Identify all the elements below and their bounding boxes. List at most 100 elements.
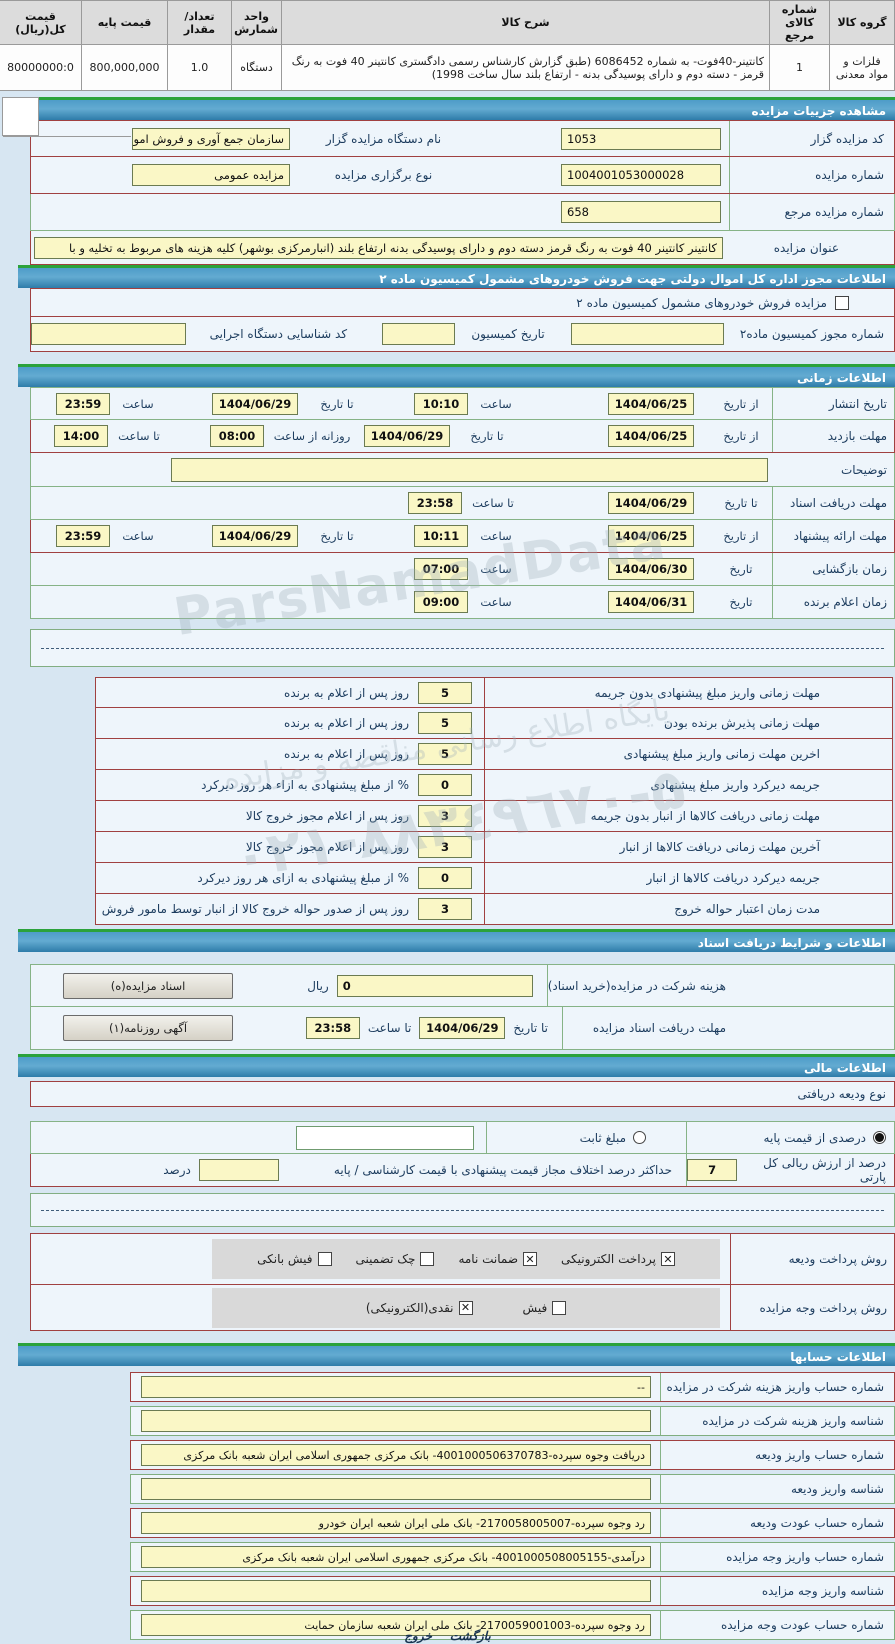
docs-deadline-date-input[interactable]: 1404/06/29 [419, 1017, 506, 1039]
radio-percent-of-base[interactable] [873, 1131, 886, 1144]
account-5-input[interactable]: درآمدی-4001000508005155- بانک مرکزی جمهو… [141, 1546, 651, 1568]
publish-to-time-input[interactable]: 23:59 [56, 392, 110, 415]
deadline-6-suffix: % از مبلغ پیشنهادی به ازای هر روز دیرکرد [197, 871, 409, 885]
publish-to-label: تا تاریخ [320, 396, 354, 411]
deadline-0-input[interactable]: 5 [418, 681, 472, 704]
account-3-input[interactable] [141, 1478, 651, 1500]
section-header-docs: اطلاعات و شرایط دریافت اسناد [18, 929, 895, 952]
winner-time-input[interactable]: 09:00 [414, 591, 468, 613]
opening-hour-label: ساعت [480, 562, 512, 576]
deadline-7-input[interactable]: 3 [418, 898, 472, 920]
cash-electronic-checkbox[interactable] [458, 1300, 473, 1315]
electronic-payment-checkbox[interactable] [660, 1252, 675, 1266]
account-0-input[interactable]: -- [141, 1376, 651, 1398]
deposit-methods-panel: پرداخت الکترونیکی ضمانت نامه چک تضمینی ف… [212, 1239, 720, 1279]
agency-id-input[interactable] [30, 323, 187, 345]
doc-deadline-time-input[interactable]: 23:58 [408, 492, 462, 514]
back-link[interactable]: بازگشت [449, 1629, 491, 1643]
account-7-label: شماره حساب عودت وجه مزایده [660, 1611, 894, 1639]
option-cash-electronic[interactable]: نقدی(الکترونیکی) [365, 1300, 473, 1315]
deadline-3-input[interactable]: 0 [418, 774, 472, 796]
account-0-label: شماره حساب واریز هزینه شرکت در مزایده [660, 1373, 894, 1401]
deadline-6-label: جریمه دیرکرد دریافت کالاها از انبار [484, 863, 892, 893]
notes-input[interactable] [171, 457, 768, 482]
option-slip[interactable]: فیش [523, 1300, 567, 1315]
docs-deadline-to-label: تا تاریخ [513, 1021, 548, 1035]
slip-checkbox[interactable] [552, 1300, 567, 1315]
opening-time-input[interactable]: 07:00 [414, 558, 468, 580]
visit-from-date-input[interactable]: 1404/06/25 [608, 425, 694, 447]
col-header-desc: شرح کالا [281, 0, 770, 45]
percent-value-input[interactable]: 7 [687, 1159, 738, 1181]
max-diff-input[interactable] [198, 1159, 279, 1181]
certified-check-checkbox[interactable] [420, 1252, 435, 1266]
madde2-checkbox[interactable] [835, 295, 849, 310]
account-2-input[interactable]: دریافت وجوه سپرده-4001000506370783- بانک… [141, 1444, 651, 1466]
newspaper-ad-button[interactable]: آگهی روزنامه(۱) [63, 1015, 233, 1041]
deadline-1-input[interactable]: 5 [418, 712, 472, 734]
cash-electronic-label: نقدی(الکترونیکی) [365, 1300, 454, 1315]
account-4-input[interactable]: رد وجوه سپرده-2170058005007- بانک ملی ای… [141, 1512, 651, 1534]
account-5-label: شماره حساب واریز وجه مزایده [660, 1543, 894, 1571]
deadline-2-suffix: روز پس از اعلام به برنده [284, 747, 409, 761]
account-7-input[interactable]: رد وجوه سپرده-2170059001003- بانک ملی ای… [141, 1614, 651, 1636]
deadline-5-suffix: روز پس از اعلام مجوز خروج کالا [245, 840, 409, 854]
radio-fixed-amount[interactable] [633, 1131, 646, 1144]
row-participation-fee: هزینه شرکت در مزایده(خرید اسناد) 0 ریال … [30, 964, 895, 1007]
winner-date-input[interactable]: 1404/06/31 [608, 591, 694, 613]
agency-name-input[interactable]: سازمان جمع آوری و فروش امو [132, 127, 290, 150]
max-diff-label: حداکثر درصد اختلاف مجاز قیمت پیشنهادی با… [333, 1163, 672, 1177]
ref-number-input[interactable]: 658 [561, 201, 721, 223]
winner-label: زمان اعلام برنده [772, 586, 894, 618]
option-bank-slip[interactable]: فیش بانکی [257, 1252, 332, 1266]
option-guarantee[interactable]: ضمانت نامه [458, 1252, 538, 1266]
option-electronic-payment[interactable]: پرداخت الکترونیکی [561, 1252, 675, 1266]
fixed-amount-input[interactable] [296, 1125, 474, 1150]
publish-from-date-input[interactable]: 1404/06/25 [608, 392, 694, 415]
row-payment-methods: روش پرداخت وجه مزایده فیش نقدی(الکترونیک… [30, 1285, 895, 1331]
opening-date-input[interactable]: 1404/06/30 [608, 558, 694, 580]
offer-from-time-input[interactable]: 10:11 [414, 525, 468, 547]
deadline-5-input[interactable]: 3 [418, 836, 472, 858]
guarantee-checkbox[interactable] [523, 1252, 538, 1266]
radio-fixed-label: مبلغ ثابت [579, 1130, 626, 1145]
commission-date-input[interactable] [382, 323, 456, 345]
deadline-2-input[interactable]: 5 [418, 743, 472, 765]
bank-slip-checkbox[interactable] [317, 1252, 332, 1266]
offer-to-hour-label: ساعت [122, 529, 154, 543]
option-certified-check[interactable]: چک تضمینی [356, 1252, 435, 1266]
row-deposit-methods: روش پرداخت ودیعه پرداخت الکترونیکی ضمانت… [30, 1233, 895, 1285]
visit-daily-to-input[interactable]: 14:00 [54, 425, 108, 447]
permit-no-input[interactable] [570, 323, 724, 345]
auction-documents-button[interactable]: اسناد مزایده(ه) [63, 972, 233, 999]
offer-from-date-input[interactable]: 1404/06/25 [608, 525, 694, 547]
auction-type-input[interactable]: مزایده عمومی [132, 164, 290, 186]
offer-to-time-input[interactable]: 23:59 [56, 525, 110, 547]
row-account-2: شماره حساب واریز ودیعه دریافت وجوه سپرده… [130, 1440, 895, 1470]
deadline-6-input[interactable]: 0 [418, 867, 472, 889]
account-6-input[interactable] [141, 1580, 651, 1602]
payment-methods-label: روش پرداخت وجه مزایده [730, 1285, 894, 1330]
item-ref: 1 [769, 44, 830, 91]
fee-input[interactable]: 0 [336, 974, 533, 997]
doc-deadline-date-input[interactable]: 1404/06/29 [608, 492, 694, 514]
auctioneer-code-input[interactable]: 1053 [561, 127, 721, 150]
row-deadline-1: مهلت زمانی پذیرش برنده بودن 5 روز پس از … [95, 708, 893, 739]
publish-from-time-input[interactable]: 10:10 [414, 392, 468, 415]
visit-from-label: از تاریخ [723, 429, 759, 443]
exit-link[interactable]: خروج [404, 1629, 432, 1643]
auction-title-input[interactable]: کانتینر کانتینر 40 فوت به رنگ قرمز دسته … [34, 236, 723, 259]
deadline-4-input[interactable]: 3 [418, 805, 472, 827]
visit-daily-from-input[interactable]: 08:00 [210, 425, 264, 447]
opening-date-label: تاریخ [729, 562, 753, 576]
visit-to-date-input[interactable]: 1404/06/29 [364, 425, 450, 447]
commission-date-label: تاریخ کمیسیون [471, 327, 545, 341]
auction-number-input[interactable]: 1004001053000028 [561, 164, 721, 186]
account-1-input[interactable] [141, 1410, 651, 1432]
tooltip-artifact-line [3, 136, 131, 137]
docs-deadline-time-input[interactable]: 23:58 [305, 1017, 360, 1039]
publish-to-date-input[interactable]: 1404/06/29 [212, 392, 298, 415]
offer-to-date-input[interactable]: 1404/06/29 [212, 525, 298, 547]
item-group: فلزات و مواد معدنی [829, 44, 895, 91]
